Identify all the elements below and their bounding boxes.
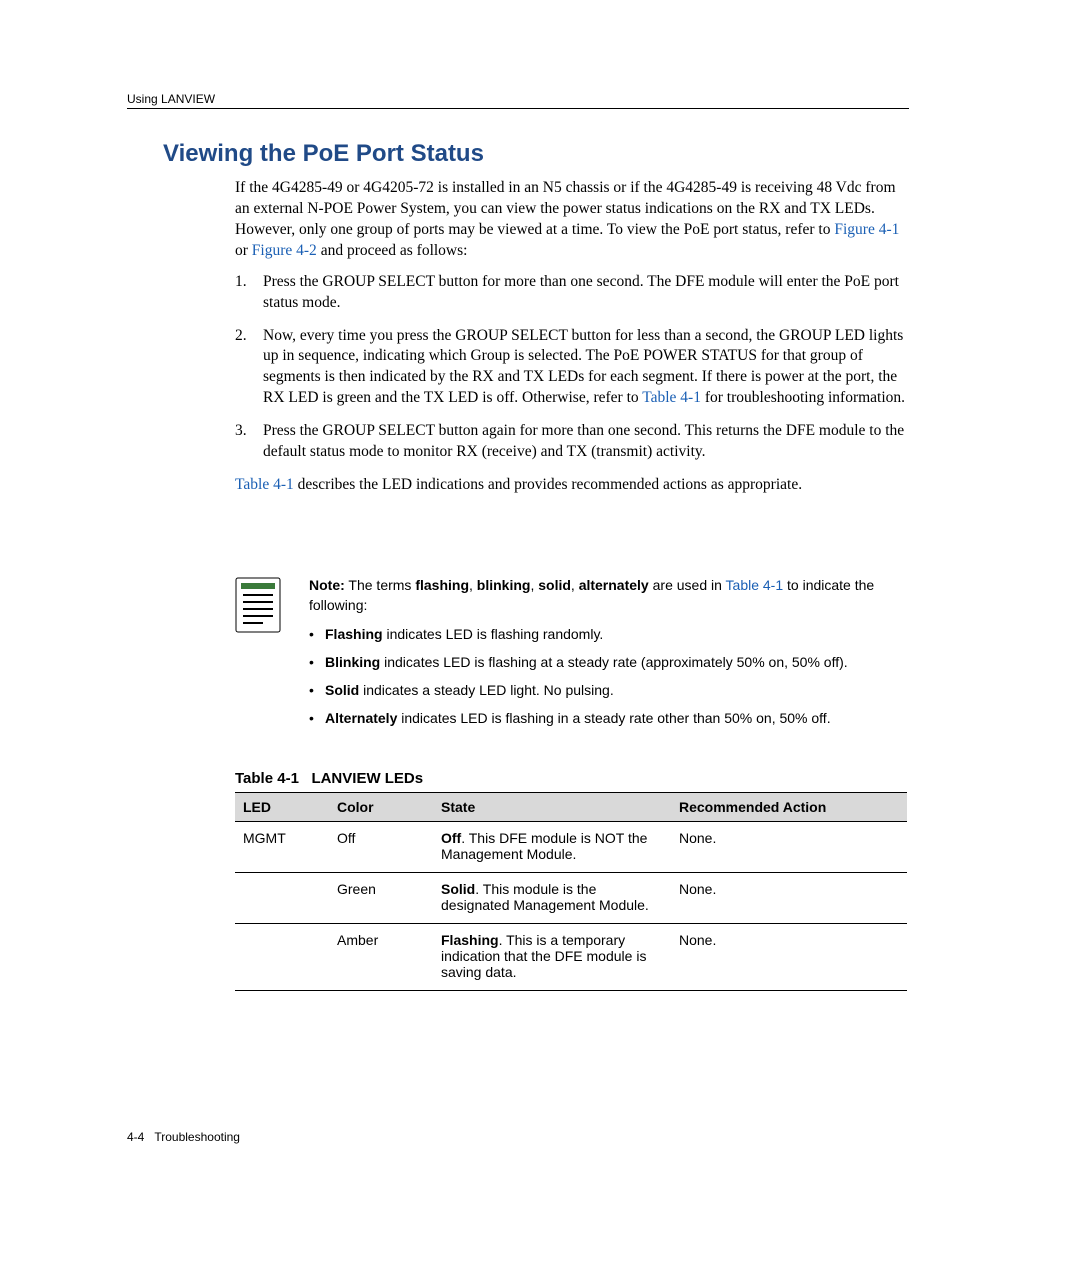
link-table-4-1[interactable]: Table 4-1 bbox=[726, 577, 784, 593]
note-term: flashing bbox=[415, 577, 469, 593]
link-table-4-1[interactable]: Table 4-1 bbox=[642, 389, 701, 406]
footer-page: 4-4 bbox=[127, 1130, 144, 1144]
intro-text-pre: If the 4G4285-49 or 4G4205-72 is install… bbox=[235, 179, 896, 238]
intro-paragraph: If the 4G4285-49 or 4G4205-72 is install… bbox=[235, 178, 907, 262]
step-text-post: for troubleshooting information. bbox=[705, 389, 905, 406]
note-bullet-text: indicates LED is flashing in a steady ra… bbox=[397, 710, 830, 726]
step-number: 3. bbox=[235, 421, 247, 442]
table-caption: Table 4-1 LANVIEW LEDs bbox=[235, 770, 423, 787]
running-header: Using LANVIEW bbox=[127, 92, 215, 106]
link-table-4-1[interactable]: Table 4-1 bbox=[235, 476, 294, 493]
col-led: LED bbox=[235, 793, 329, 822]
note-bullet: Solid indicates a steady LED light. No p… bbox=[309, 680, 907, 700]
cell-color: Green bbox=[329, 873, 433, 924]
intro-text-mid: or bbox=[235, 242, 252, 259]
note-label: Note: bbox=[309, 577, 345, 593]
step-number: 1. bbox=[235, 272, 247, 293]
note-lead: Note: The terms flashing, blinking, soli… bbox=[309, 575, 907, 616]
cell-state-rest: . This DFE module is NOT the Management … bbox=[441, 830, 647, 862]
link-figure-4-1[interactable]: Figure 4-1 bbox=[834, 221, 899, 238]
note-bullet-term: Blinking bbox=[325, 654, 380, 670]
step-text: Press the GROUP SELECT button again for … bbox=[263, 422, 904, 460]
lanview-table: LED Color State Recommended Action MGMT … bbox=[235, 792, 907, 991]
steps-list: 1. Press the GROUP SELECT button for mor… bbox=[235, 272, 907, 463]
note-bullet-term: Flashing bbox=[325, 626, 383, 642]
cell-action: None. bbox=[671, 822, 907, 873]
cell-led bbox=[235, 924, 329, 991]
cell-state: Off. This DFE module is NOT the Manageme… bbox=[433, 822, 671, 873]
note-icon bbox=[235, 577, 281, 633]
note-bullet: Flashing indicates LED is flashing rando… bbox=[309, 624, 907, 644]
post-steps-text: describes the LED indications and provid… bbox=[298, 476, 802, 493]
note-lead-b: are used in bbox=[649, 577, 726, 593]
table-caption-number: Table 4-1 bbox=[235, 770, 299, 787]
note-bullets: Flashing indicates LED is flashing rando… bbox=[309, 624, 907, 729]
note-bullet-text: indicates LED is flashing at a steady ra… bbox=[380, 654, 847, 670]
note-term: blinking bbox=[477, 577, 531, 593]
cell-state-term: Flashing bbox=[441, 932, 499, 948]
note-term: solid bbox=[538, 577, 571, 593]
col-action: Recommended Action bbox=[671, 793, 907, 822]
note-bullet-term: Alternately bbox=[325, 710, 397, 726]
col-color: Color bbox=[329, 793, 433, 822]
note-term: alternately bbox=[579, 577, 649, 593]
table-row: MGMT Off Off. This DFE module is NOT the… bbox=[235, 822, 907, 873]
post-steps-paragraph: Table 4-1 describes the LED indications … bbox=[235, 475, 907, 496]
cell-led bbox=[235, 873, 329, 924]
note-bullet: Blinking indicates LED is flashing at a … bbox=[309, 652, 907, 672]
step-3: 3. Press the GROUP SELECT button again f… bbox=[235, 421, 907, 463]
note-lead-a: The terms bbox=[345, 577, 416, 593]
table-caption-title: LANVIEW LEDs bbox=[311, 770, 423, 787]
section-heading: Viewing the PoE Port Status bbox=[163, 140, 484, 168]
step-number: 2. bbox=[235, 326, 247, 347]
cell-state: Solid. This module is the designated Man… bbox=[433, 873, 671, 924]
cell-state-term: Off bbox=[441, 830, 461, 846]
note-bullet-term: Solid bbox=[325, 682, 359, 698]
footer: 4-4 Troubleshooting bbox=[127, 1130, 240, 1144]
cell-color: Off bbox=[329, 822, 433, 873]
step-1: 1. Press the GROUP SELECT button for mor… bbox=[235, 272, 907, 314]
intro-text-post: and proceed as follows: bbox=[321, 242, 468, 259]
table-header-row: LED Color State Recommended Action bbox=[235, 793, 907, 822]
page: Using LANVIEW Viewing the PoE Port Statu… bbox=[0, 0, 1080, 1270]
table-row: Amber Flashing. This is a temporary indi… bbox=[235, 924, 907, 991]
note-block: Note: The terms flashing, blinking, soli… bbox=[235, 575, 907, 737]
col-state: State bbox=[433, 793, 671, 822]
cell-state-term: Solid bbox=[441, 881, 475, 897]
step-2: 2. Now, every time you press the GROUP S… bbox=[235, 326, 907, 410]
cell-led: MGMT bbox=[235, 822, 329, 873]
cell-color: Amber bbox=[329, 924, 433, 991]
note-bullet-text: indicates a steady LED light. No pulsing… bbox=[359, 682, 613, 698]
link-figure-4-2[interactable]: Figure 4-2 bbox=[252, 242, 317, 259]
header-rule bbox=[127, 108, 909, 109]
note-text: Note: The terms flashing, blinking, soli… bbox=[309, 575, 907, 729]
cell-action: None. bbox=[671, 924, 907, 991]
footer-section: Troubleshooting bbox=[154, 1130, 240, 1144]
cell-action: None. bbox=[671, 873, 907, 924]
body-column: If the 4G4285-49 or 4G4205-72 is install… bbox=[235, 178, 907, 506]
note-bullet-text: indicates LED is flashing randomly. bbox=[383, 626, 604, 642]
table-row: Green Solid. This module is the designat… bbox=[235, 873, 907, 924]
note-bullet: Alternately indicates LED is flashing in… bbox=[309, 708, 907, 728]
cell-state: Flashing. This is a temporary indication… bbox=[433, 924, 671, 991]
step-text: Press the GROUP SELECT button for more t… bbox=[263, 273, 899, 311]
